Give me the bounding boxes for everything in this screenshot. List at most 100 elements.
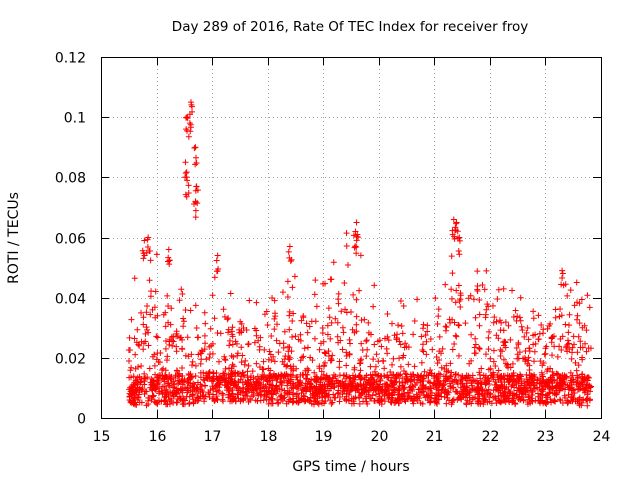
data-point bbox=[339, 346, 346, 353]
data-point bbox=[178, 345, 185, 352]
data-point bbox=[311, 291, 318, 298]
data-point bbox=[535, 312, 542, 319]
data-point bbox=[144, 243, 151, 250]
data-point bbox=[436, 333, 443, 340]
data-point bbox=[476, 388, 483, 395]
data-point bbox=[448, 401, 455, 408]
data-point bbox=[522, 348, 529, 355]
data-point bbox=[293, 374, 300, 381]
data-point bbox=[456, 251, 463, 258]
data-point bbox=[194, 394, 201, 401]
data-point bbox=[147, 311, 154, 318]
data-point bbox=[367, 381, 374, 388]
data-point bbox=[245, 377, 252, 384]
data-point bbox=[311, 385, 318, 392]
data-point bbox=[173, 343, 180, 350]
data-point bbox=[184, 177, 191, 184]
data-point bbox=[336, 393, 343, 400]
data-point bbox=[498, 319, 505, 326]
data-point bbox=[504, 361, 511, 368]
data-point bbox=[363, 353, 370, 360]
data-point bbox=[311, 369, 318, 376]
data-point bbox=[164, 292, 171, 299]
data-point bbox=[320, 338, 327, 345]
data-point bbox=[427, 336, 434, 343]
data-point bbox=[490, 369, 497, 376]
data-point bbox=[458, 376, 465, 383]
data-point bbox=[418, 333, 425, 340]
data-point bbox=[520, 378, 527, 385]
data-point bbox=[392, 374, 399, 381]
data-point bbox=[220, 392, 227, 399]
data-point bbox=[476, 369, 483, 376]
data-point bbox=[279, 379, 286, 386]
data-point bbox=[168, 305, 175, 312]
data-point bbox=[541, 351, 548, 358]
data-point bbox=[413, 396, 420, 403]
data-point bbox=[537, 358, 544, 365]
data-point bbox=[346, 378, 353, 385]
data-point bbox=[357, 252, 364, 259]
data-point bbox=[572, 359, 579, 366]
data-point bbox=[474, 287, 481, 294]
data-point bbox=[173, 367, 180, 374]
data-point bbox=[535, 397, 542, 404]
data-point bbox=[452, 227, 459, 234]
data-point bbox=[497, 399, 504, 406]
data-point bbox=[283, 363, 290, 370]
data-point bbox=[357, 367, 364, 374]
data-point bbox=[500, 327, 507, 334]
data-point bbox=[565, 329, 572, 336]
data-point bbox=[543, 378, 550, 385]
data-point bbox=[253, 332, 260, 339]
data-point bbox=[461, 383, 468, 390]
data-point bbox=[284, 362, 291, 369]
data-point bbox=[322, 350, 329, 357]
data-point bbox=[220, 398, 227, 405]
data-point bbox=[448, 286, 455, 293]
data-point bbox=[215, 358, 222, 365]
data-point bbox=[193, 159, 200, 166]
data-point bbox=[442, 327, 449, 334]
data-point bbox=[390, 387, 397, 394]
data-point bbox=[376, 390, 383, 397]
data-point bbox=[561, 372, 568, 379]
data-point bbox=[381, 365, 388, 372]
data-point bbox=[410, 331, 417, 338]
data-point bbox=[201, 332, 208, 339]
data-point bbox=[548, 335, 555, 342]
data-point bbox=[131, 275, 138, 282]
data-point bbox=[553, 382, 560, 389]
data-point bbox=[505, 322, 512, 329]
data-point bbox=[286, 396, 293, 403]
data-point bbox=[216, 384, 223, 391]
data-point bbox=[540, 400, 547, 407]
data-point bbox=[202, 320, 209, 327]
data-point bbox=[328, 319, 335, 326]
data-point bbox=[133, 387, 140, 394]
data-point bbox=[452, 332, 459, 339]
data-point bbox=[360, 381, 367, 388]
data-point bbox=[419, 400, 426, 407]
data-point bbox=[578, 399, 585, 406]
data-point bbox=[356, 287, 363, 294]
data-point bbox=[225, 315, 232, 322]
data-point bbox=[342, 380, 349, 387]
data-point bbox=[240, 385, 247, 392]
axis-ticks bbox=[101, 57, 602, 419]
data-point bbox=[190, 399, 197, 406]
data-point bbox=[187, 124, 194, 131]
data-point bbox=[584, 391, 591, 398]
data-point bbox=[208, 378, 215, 385]
data-point bbox=[574, 372, 581, 379]
data-point bbox=[288, 365, 295, 372]
data-point bbox=[297, 371, 304, 378]
data-point bbox=[308, 400, 315, 407]
data-point bbox=[574, 375, 581, 382]
data-point bbox=[152, 385, 159, 392]
data-point bbox=[495, 367, 502, 374]
data-point bbox=[143, 324, 150, 331]
data-point bbox=[174, 399, 181, 406]
data-point bbox=[483, 267, 490, 274]
data-point bbox=[387, 398, 394, 405]
